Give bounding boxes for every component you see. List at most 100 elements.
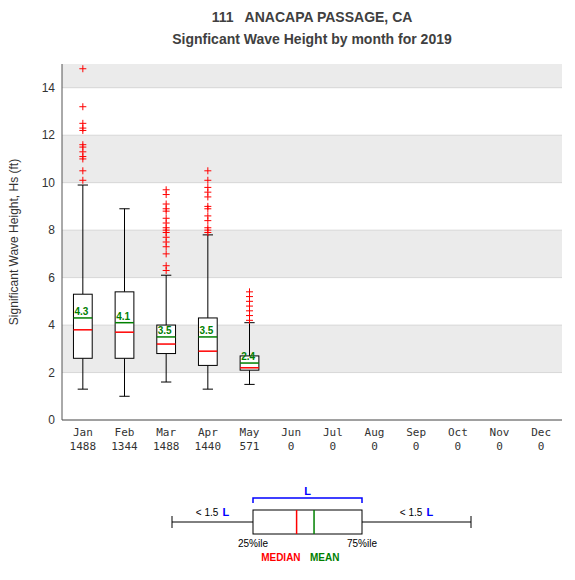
legend-whisker-text: < 1.5 (400, 507, 423, 518)
x-tick-label: Nov (490, 426, 510, 439)
flier (163, 201, 170, 208)
grid-line (62, 277, 562, 278)
x-tick-count: 1488 (153, 440, 180, 453)
y-tick-label: 14 (42, 81, 56, 95)
mean-label: 2.4 (241, 351, 255, 362)
flier (163, 186, 170, 193)
grid-line (62, 420, 562, 421)
flier (204, 212, 211, 219)
flier (204, 203, 211, 210)
mean-label: 4.3 (74, 306, 88, 317)
chart: 02468101214Significant Wave Height, Hs (… (0, 0, 575, 580)
mean-label: 4.1 (116, 311, 130, 322)
mean-label: 3.5 (158, 325, 172, 336)
mean-line (115, 322, 134, 324)
whisker (124, 209, 125, 292)
legend-mean-label: MEAN (310, 552, 339, 563)
x-tick-label: Aug (365, 426, 385, 439)
box (240, 288, 259, 384)
x-tick-label: May (240, 426, 260, 439)
legend-mean (313, 510, 315, 534)
legend-whisker (362, 522, 471, 523)
y-tick-label: 6 (48, 271, 55, 285)
flier (163, 215, 170, 222)
x-axis-line (62, 420, 562, 421)
subtitle: Signficant Wave Height by month for 2019 (172, 31, 452, 47)
whisker-cap (161, 275, 171, 276)
grid-line (62, 182, 562, 183)
x-tick-count: 1488 (70, 440, 97, 453)
box (157, 186, 176, 382)
box (73, 65, 92, 389)
title: 111 ANACAPA PASSAGE, CA (212, 9, 413, 25)
whisker (124, 358, 125, 396)
legend-q1-label: 25%ile (238, 538, 268, 549)
x-tick-label: Jun (281, 426, 301, 439)
grid-line (62, 325, 562, 326)
band (62, 183, 562, 230)
x-axis: Jan1488Feb1344Mar1488Apr1440May571Jun0Ju… (70, 426, 552, 453)
grid-line (62, 87, 562, 88)
whisker-cap (203, 389, 213, 390)
legend-whisker-text: < 1.5 (196, 507, 219, 518)
legend-whisker-iqr: L (222, 506, 229, 518)
whisker (207, 365, 208, 389)
legend-whisker-iqr: L (426, 506, 433, 518)
mean-line (240, 362, 259, 364)
median-line (115, 331, 134, 333)
flier (79, 120, 86, 127)
band (62, 373, 562, 420)
y-tick-label: 8 (48, 223, 55, 237)
whisker-cap (119, 208, 129, 209)
grid-line (62, 135, 562, 136)
mean-line (198, 336, 217, 338)
y-tick-label: 10 (42, 176, 56, 190)
whisker-cap (119, 396, 129, 397)
x-tick-label: Apr (198, 426, 218, 439)
x-tick-label: Jan (73, 426, 93, 439)
x-tick-count: 0 (413, 440, 420, 453)
y-tick-label: 12 (42, 128, 56, 142)
legend-box (253, 510, 362, 534)
x-tick-count: 1440 (195, 440, 222, 453)
x-tick-count: 1344 (111, 440, 138, 453)
legend-bracket (253, 498, 362, 503)
flier (204, 184, 211, 191)
flier (79, 65, 86, 72)
band (62, 278, 562, 325)
x-tick-label: Dec (531, 426, 551, 439)
whisker (82, 185, 83, 294)
legend-whisker-label: < 1.5L (400, 506, 434, 518)
mean-line (73, 317, 92, 319)
median-line (240, 367, 259, 369)
y-axis-label: Significant Wave Height, Hs (ft) (7, 159, 21, 325)
mean-label: 3.5 (199, 325, 213, 336)
legend: L< 1.5L< 1.5L25%ile75%ileMEDIANMEAN (172, 485, 471, 563)
flier (79, 141, 86, 148)
y-tick-label: 0 (48, 413, 55, 427)
whisker (166, 275, 167, 325)
x-tick-count: 0 (330, 440, 337, 453)
flier (163, 250, 170, 257)
flier (204, 167, 211, 174)
legend-whisker (172, 522, 253, 523)
flier (204, 177, 211, 184)
whisker-cap (78, 185, 88, 186)
flier (204, 224, 211, 231)
flier (79, 103, 86, 110)
whisker-cap (78, 389, 88, 390)
plot-area (62, 64, 562, 420)
box-body (157, 325, 176, 353)
plot-background (62, 64, 562, 420)
x-tick-label: Mar (156, 426, 176, 439)
grid-line (62, 372, 562, 373)
mean-line (157, 336, 176, 338)
legend-whisker-cap (471, 516, 472, 528)
data-labels: 4.3 4.1 3.5 3.5 2.4 (74, 306, 255, 362)
box (115, 209, 134, 396)
median-line (157, 343, 176, 345)
x-tick-count: 0 (538, 440, 545, 453)
y-axis-line (62, 64, 63, 420)
x-tick-label: Sep (406, 426, 426, 439)
legend-whisker-label: < 1.5L (196, 506, 230, 518)
